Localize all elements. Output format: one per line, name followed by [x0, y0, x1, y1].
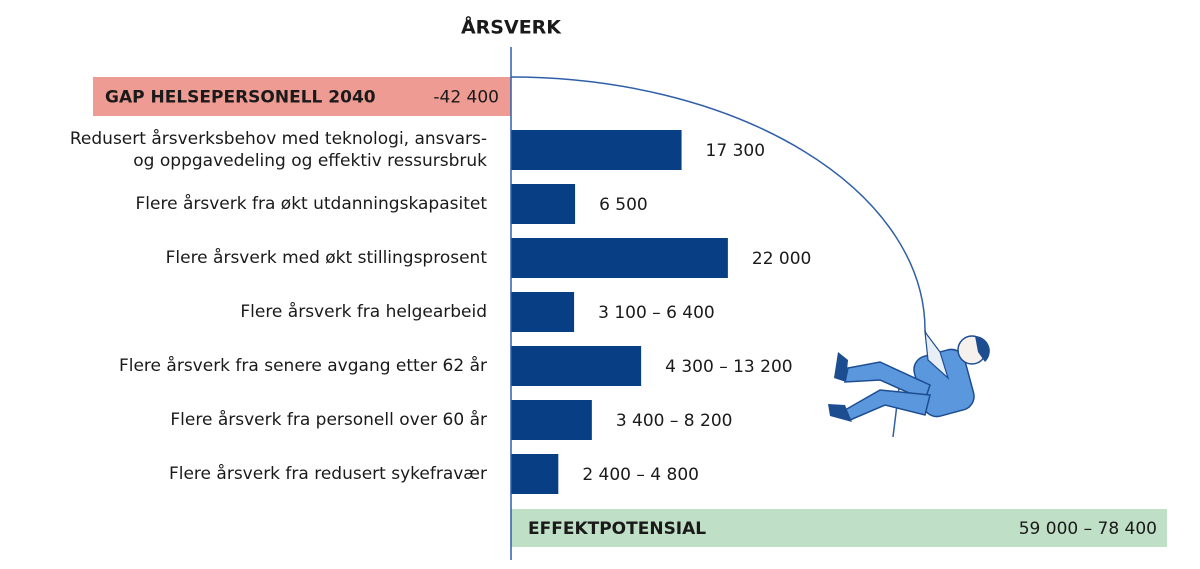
category-label: Flere årsverk med økt stillingsprosent — [166, 247, 488, 268]
category-label: Flere årsverk fra senere avgang etter 62… — [119, 355, 487, 376]
category-label: Flere årsverk fra økt utdanningskapasite… — [136, 193, 488, 214]
category-label: Flere årsverk fra helgearbeid — [240, 301, 487, 322]
value-label: 22 000 — [752, 249, 811, 269]
bar — [511, 238, 728, 278]
bar — [511, 400, 592, 440]
bar — [511, 454, 559, 494]
value-label: 3 100 – 6 400 — [598, 303, 715, 323]
bar — [511, 130, 682, 170]
falling-person-illustration — [828, 329, 990, 438]
total-value-label: 59 000 – 78 400 — [1019, 519, 1157, 539]
bar — [511, 184, 576, 224]
rope — [510, 76, 926, 331]
value-label: 3 400 – 8 200 — [616, 411, 733, 431]
value-label: 17 300 — [706, 141, 765, 161]
category-label: Flere årsverk fra redusert sykefravær — [169, 463, 487, 484]
category-label: Redusert årsverksbehov med teknologi, an… — [70, 128, 487, 171]
total-label: EFFEKTPOTENSIAL — [528, 519, 706, 539]
category-label: Flere årsverk fra personell over 60 år — [170, 409, 487, 430]
value-label: 6 500 — [599, 195, 648, 215]
gap-label: GAP HELSEPERSONELL 2040 — [105, 88, 376, 108]
chart-title: ÅRSVERK — [461, 15, 562, 39]
gap-bar — [93, 77, 511, 116]
bar — [511, 292, 575, 332]
total-box — [511, 509, 1167, 547]
value-label: 2 400 – 4 800 — [582, 465, 699, 485]
value-label: 4 300 – 13 200 — [665, 357, 792, 377]
bar — [511, 346, 642, 386]
gap-value-label: -42 400 — [433, 88, 499, 108]
